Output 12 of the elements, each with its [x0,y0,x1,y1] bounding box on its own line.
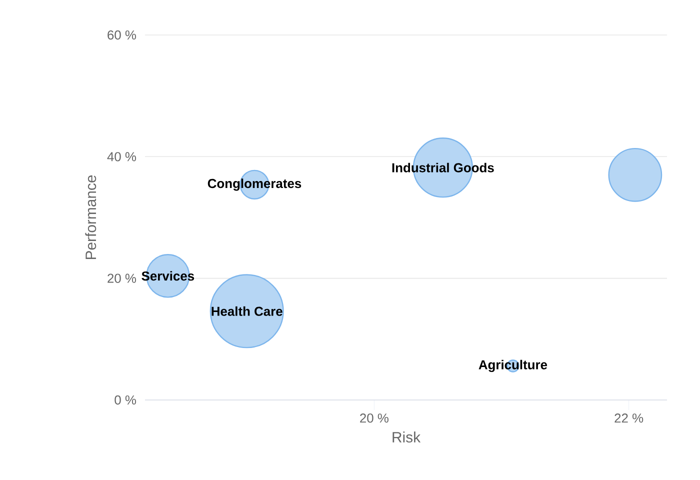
x-tick-label: 22 % [614,414,644,423]
y-tick-label: 0 % [114,395,136,405]
y-tick-label: 40 % [107,152,136,162]
annotation: Industrial Goods [392,162,494,172]
annotation: Agriculture [478,360,548,372]
y-axis-title: Performance [85,175,96,260]
annotation: Health Care [212,306,282,316]
annotation: Services [142,271,194,281]
y-tick-label: 60 % [108,30,136,40]
annotation: Conglomerates [208,178,302,191]
x-axis-title: Risk [392,432,421,442]
y-tick-label: 20 % [108,274,136,283]
